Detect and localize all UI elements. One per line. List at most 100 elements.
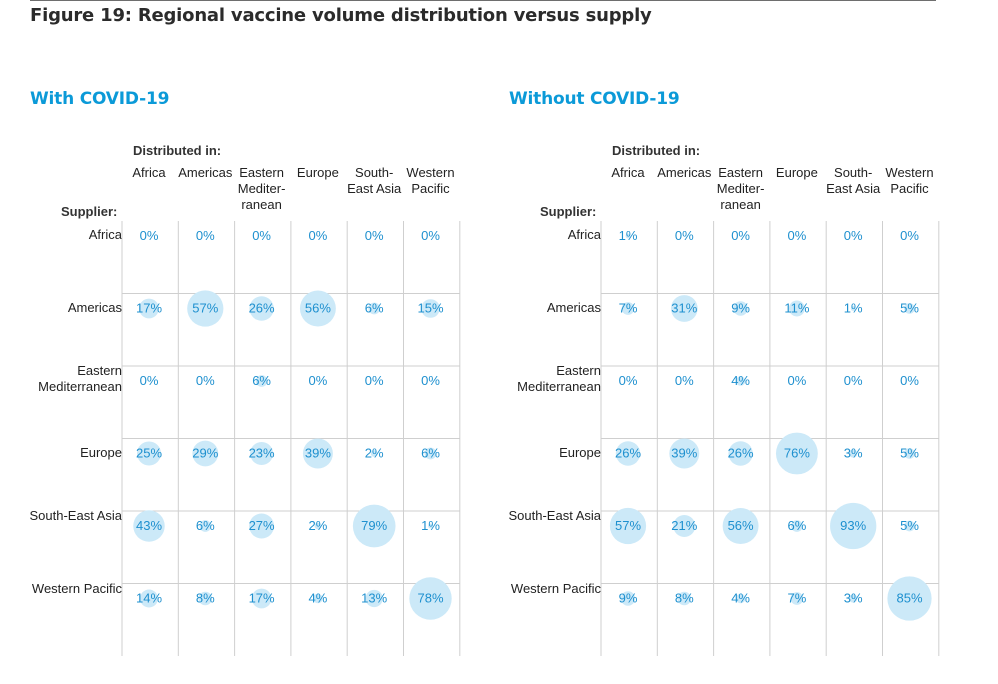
value-bubble	[849, 449, 858, 458]
value-bubble	[424, 447, 437, 460]
top-rule	[30, 0, 936, 1]
value-label: 5%	[900, 446, 919, 461]
value-label: 39%	[671, 446, 697, 461]
value-label: 0%	[365, 228, 384, 243]
value-label: 31%	[671, 301, 697, 316]
value-label: 26%	[728, 446, 754, 461]
column-label: Europe	[775, 165, 818, 180]
bubble-grid: 1% 0% 0% 0% 0% 0% 7% 31% 9% 11% 1% 5% 0% 0% 4% 0% 0% 0% 26…	[600, 221, 940, 656]
value-label: 1%	[619, 228, 638, 243]
supplier-label: Supplier:	[540, 204, 597, 219]
value-bubble	[904, 520, 915, 532]
value-label: 14%	[136, 591, 162, 606]
value-label: 13%	[361, 591, 387, 606]
value-bubble	[625, 233, 631, 239]
value-label: 7%	[619, 301, 638, 316]
value-bubble	[250, 441, 274, 466]
value-label: 79%	[361, 518, 387, 533]
value-bubble	[365, 589, 383, 608]
row-label: Western Pacific	[31, 580, 122, 596]
value-label: 2%	[365, 446, 384, 461]
value-label: 0%	[309, 373, 328, 388]
row-label: Africa	[88, 227, 122, 242]
column-label: Western Pacific	[406, 165, 455, 196]
column-label: Americas	[657, 165, 712, 180]
value-bubble	[791, 520, 803, 532]
value-label: 4%	[731, 373, 750, 388]
value-label: 5%	[900, 301, 919, 316]
value-label: 4%	[731, 591, 750, 606]
figure-title: Figure 19: Regional vaccine volume distr…	[30, 5, 652, 26]
column-label: Eastern Mediter- ranean	[237, 165, 286, 212]
row-label: Europe	[559, 444, 601, 460]
value-label: 0%	[844, 228, 863, 243]
value-label: 0%	[421, 228, 440, 243]
value-bubble	[249, 296, 274, 321]
value-label: 3%	[844, 446, 863, 461]
value-bubble	[139, 298, 159, 319]
column-label: Africa	[611, 165, 645, 180]
value-bubble	[187, 290, 224, 327]
value-bubble	[673, 515, 696, 537]
row-label: South-East Asia	[508, 508, 602, 523]
value-bubble	[368, 302, 381, 315]
value-label: 0%	[675, 228, 694, 243]
value-label: 15%	[417, 301, 443, 316]
value-bubble	[904, 303, 915, 314]
value-label: 23%	[249, 446, 275, 461]
value-label: 0%	[309, 228, 328, 243]
value-bubble	[849, 594, 858, 603]
value-bubble	[735, 593, 746, 604]
value-bubble	[137, 441, 161, 466]
column-label: South- East Asia	[826, 165, 881, 196]
value-label: 6%	[788, 518, 807, 533]
value-label: 1%	[421, 518, 440, 533]
value-bubble	[352, 504, 396, 548]
value-bubble	[669, 438, 700, 469]
value-bubble	[733, 301, 748, 316]
value-label: 21%	[671, 518, 697, 533]
value-bubble	[775, 432, 818, 475]
value-bubble	[830, 502, 877, 550]
column-label: Americas	[178, 165, 233, 180]
distributed-in-label: Distributed in:	[133, 143, 222, 158]
value-label: 25%	[136, 446, 162, 461]
value-bubble	[728, 441, 753, 466]
value-label: 11%	[784, 301, 809, 316]
value-label: 85%	[896, 591, 922, 606]
panel-title: Without COVID-19	[509, 89, 680, 109]
value-label: 26%	[615, 446, 641, 461]
value-label: 6%	[252, 373, 271, 388]
value-bubble	[313, 593, 323, 604]
value-label: 3%	[844, 591, 863, 606]
value-label: 0%	[788, 373, 807, 388]
value-bubble	[192, 440, 219, 467]
value-label: 0%	[252, 228, 271, 243]
value-label: 0%	[731, 228, 750, 243]
value-label: 57%	[615, 518, 641, 533]
value-label: 17%	[136, 301, 162, 316]
column-label: Western Pacific	[885, 165, 934, 196]
column-label: Europe	[296, 165, 339, 180]
value-label: 78%	[417, 591, 443, 606]
row-label: Western Pacific	[510, 580, 601, 596]
value-bubble	[421, 299, 440, 318]
value-label: 2%	[309, 518, 328, 533]
value-bubble	[299, 290, 336, 327]
value-bubble	[314, 522, 322, 530]
distributed-in-label: Distributed in:	[612, 143, 701, 158]
value-label: 39%	[305, 446, 331, 461]
value-label: 43%	[136, 518, 162, 533]
value-label: 27%	[249, 518, 275, 533]
value-bubble	[302, 438, 333, 469]
value-label: 29%	[192, 446, 218, 461]
value-label: 0%	[675, 373, 694, 388]
row-label: South-East Asia	[29, 508, 123, 523]
value-label: 6%	[196, 518, 215, 533]
value-bubble	[788, 300, 805, 317]
value-label: 0%	[421, 373, 440, 388]
row-label: Americas	[67, 299, 122, 315]
value-label: 76%	[784, 446, 810, 461]
row-label: Africa	[567, 227, 601, 242]
value-label: 8%	[196, 591, 215, 606]
